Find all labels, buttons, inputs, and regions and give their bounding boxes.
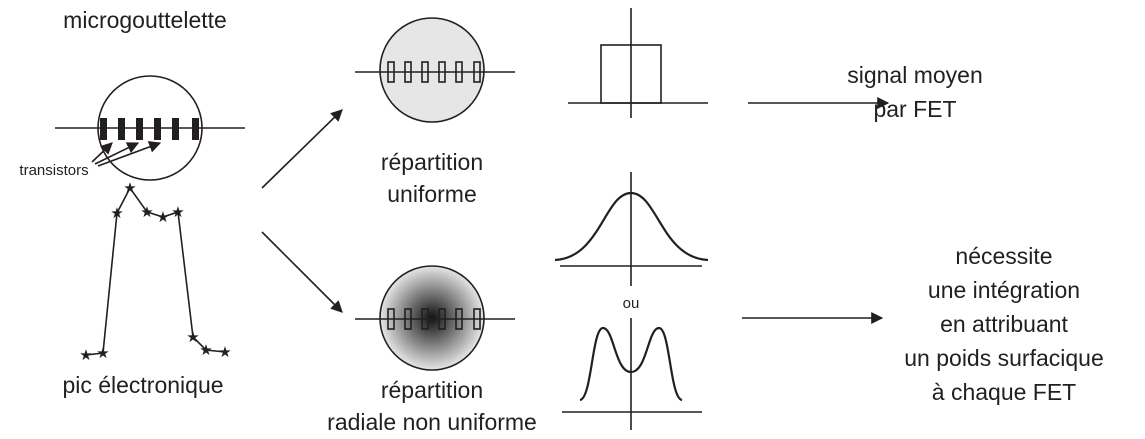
result: par FET — [873, 96, 956, 122]
transistors — [387, 61, 481, 83]
result: en attribuant — [940, 311, 1068, 337]
transistors — [387, 308, 481, 330]
radial-droplet — [379, 265, 485, 371]
square-profile — [568, 8, 708, 118]
label: répartition — [381, 149, 483, 175]
result: signal moyen — [847, 62, 983, 88]
svg-text:★: ★ — [96, 345, 109, 362]
svg-text:★: ★ — [156, 209, 169, 226]
svg-text:★: ★ — [186, 329, 199, 346]
label: répartition — [381, 377, 483, 403]
result: une intégration — [928, 277, 1080, 303]
arrow — [261, 231, 343, 313]
uniform-droplet — [379, 17, 485, 123]
svg-text:★: ★ — [79, 347, 92, 364]
label: radiale non uniforme — [327, 409, 537, 435]
pointer-arrows — [91, 141, 162, 167]
double-peak-profile — [562, 318, 702, 430]
gaussian-profile — [554, 172, 709, 286]
peak-label: pic électronique — [62, 372, 223, 398]
title: microgouttelette — [63, 7, 227, 33]
result: un poids surfacique — [904, 345, 1103, 371]
result: à chaque FET — [932, 379, 1076, 405]
peak-stars: ★ ★ ★★ ★ ★ ★★ ★ ★ — [79, 180, 231, 364]
transistors-label: transistors — [19, 162, 88, 179]
or-label: ou — [623, 295, 640, 312]
svg-text:★: ★ — [171, 204, 184, 221]
label: uniforme — [387, 181, 476, 207]
svg-text:★: ★ — [140, 204, 153, 221]
result: nécessite — [955, 243, 1052, 269]
arrow — [261, 109, 343, 189]
svg-text:★: ★ — [110, 205, 123, 222]
svg-text:★: ★ — [218, 344, 231, 361]
peak-profile — [85, 186, 226, 356]
transistors — [100, 118, 199, 140]
svg-text:★: ★ — [199, 342, 212, 359]
svg-text:★: ★ — [123, 180, 136, 197]
